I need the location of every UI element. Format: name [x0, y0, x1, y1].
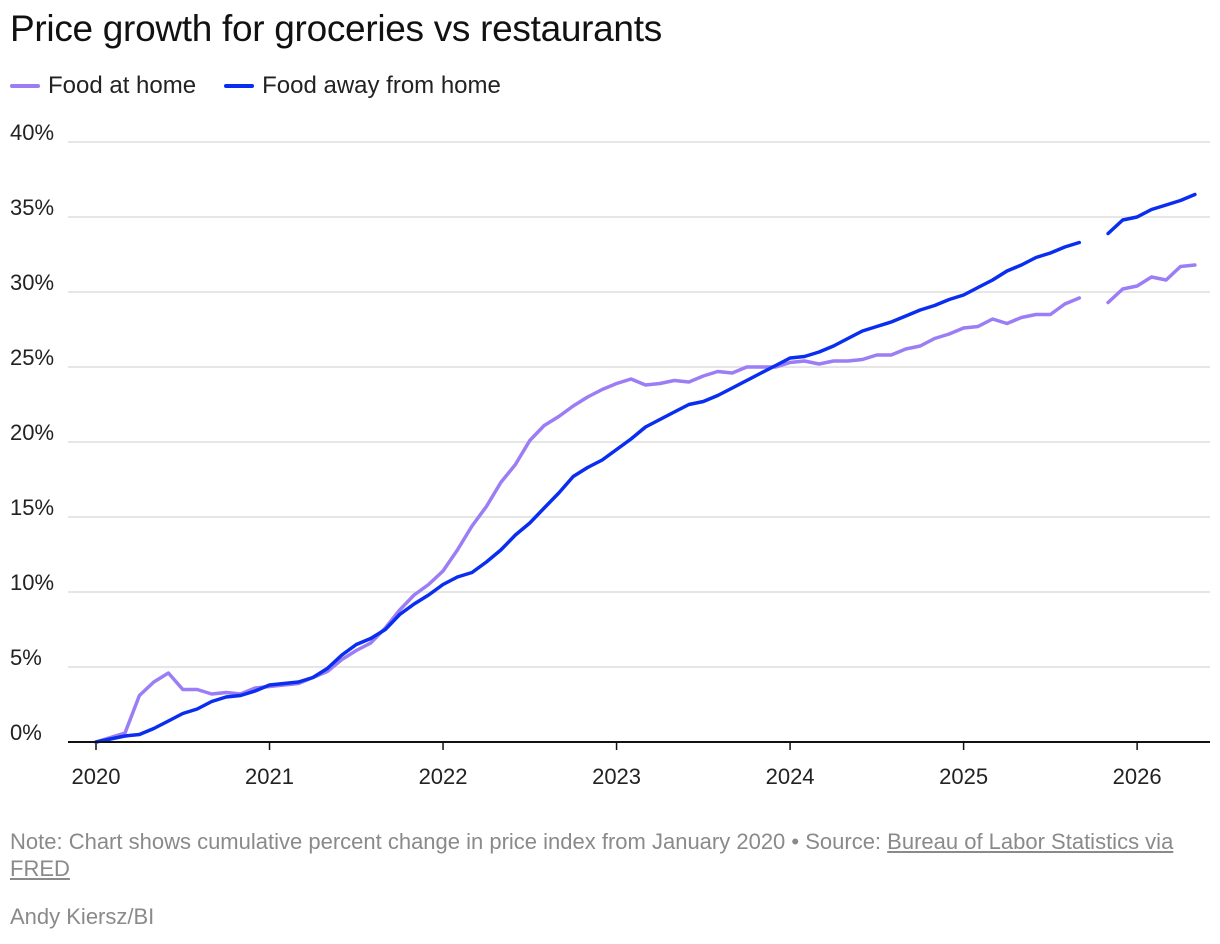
chart-credit: Andy Kiersz/BI: [10, 904, 155, 929]
legend-item-food-at-home: Food at home: [10, 72, 196, 100]
x-tick-label: 2024: [766, 764, 815, 789]
x-tick-label: 2021: [245, 764, 294, 789]
series-line-food-at-home-segment-1: [94, 296, 1082, 744]
y-tick-label: 40%: [10, 120, 54, 145]
y-tick-label: 15%: [10, 495, 54, 520]
legend-label-food-at-home: Food at home: [48, 72, 197, 99]
legend-swatch-food-at-home: [10, 84, 40, 88]
y-tick-label: 35%: [10, 195, 54, 220]
legend-item-food-away-from-home: Food away from home: [224, 72, 501, 100]
y-tick-label: 5%: [10, 645, 42, 670]
x-axis-ticks: 2020 2021 2022 2023 2024 2025 2026: [72, 742, 1162, 789]
series-lines: [94, 192, 1197, 744]
x-tick-label: 2025: [939, 764, 988, 789]
chart-title: Price growth for groceries vs restaurant…: [10, 8, 662, 49]
line-chart: 0%5%10%15%20%25%30%35%40% 2020 2021 2022 20…: [10, 120, 1210, 789]
chart-legend: Food at home Food away from home: [10, 72, 529, 100]
series-line-food-away-from-home-segment-2: [1106, 192, 1197, 236]
y-tick-label: 30%: [10, 270, 54, 295]
y-tick-label: 25%: [10, 345, 54, 370]
x-tick-label: 2023: [592, 764, 641, 789]
x-tick-label: 2026: [1113, 764, 1162, 789]
y-tick-label: 10%: [10, 570, 54, 595]
y-axis-tick-labels: 0% 5% 10% 15% 20% 25% 30% 35% 40%: [10, 120, 54, 745]
x-tick-label: 2020: [72, 764, 121, 789]
legend-swatch-food-away-from-home: [224, 84, 255, 88]
footnote-note: Note: Chart shows cumulative percent cha…: [10, 829, 888, 854]
y-tick-label: 20%: [10, 420, 54, 445]
grid-lines: [68, 141, 1210, 668]
legend-label-food-away-from-home: Food away from home: [262, 72, 501, 99]
x-tick-label: 2022: [419, 764, 468, 789]
series-line-food-at-home-segment-2: [1106, 263, 1197, 305]
series-line-food-away-from-home-segment-1: [94, 240, 1082, 744]
chart-footnote: Note: Chart shows cumulative percent cha…: [10, 828, 1180, 882]
source-link[interactable]: Bureau of Labor Statistics via FRED: [10, 829, 1174, 881]
y-tick-label: 0%: [10, 720, 42, 745]
